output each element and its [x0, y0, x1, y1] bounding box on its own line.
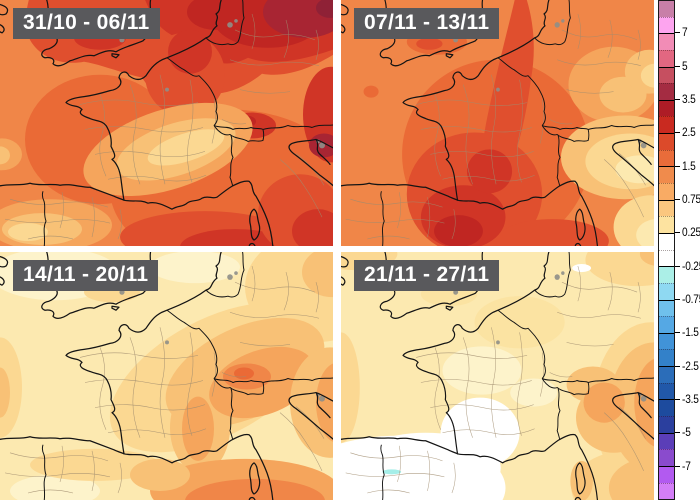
colorbar-segment [659, 66, 674, 84]
colorbar-segment [659, 83, 674, 100]
map-panel-week2: 07/11 - 13/11 [341, 0, 654, 246]
map-panel-week4: 21/11 - 27/11 [341, 252, 654, 500]
colorbar-segment [659, 116, 674, 134]
colorbar-segment [659, 332, 674, 350]
colorbar-segment [659, 382, 674, 400]
colorbar-segment [659, 216, 674, 233]
colorbar-segment [659, 183, 674, 200]
panel-date-label-week1: 31/10 - 06/11 [13, 8, 160, 40]
colorbar-segment [659, 449, 674, 466]
panel-date-label-week4: 21/11 - 27/11 [354, 260, 500, 292]
colorbar-segment [659, 366, 674, 383]
map-panel-week3: 14/11 - 20/11 [0, 252, 333, 500]
panel-date-label-week3: 14/11 - 20/11 [13, 260, 159, 292]
colorbar-segment [659, 432, 674, 450]
anomaly-map-week2 [341, 0, 654, 246]
map-panel-week1: 31/10 - 06/11 [0, 0, 333, 246]
colorbar-segment [659, 416, 674, 433]
colorbar-segment [659, 399, 674, 417]
anomaly-map-week4 [341, 252, 654, 500]
colorbar-segment [659, 299, 674, 317]
anomaly-field-week1 [0, 0, 333, 246]
colorbar-ticks: 753.52.51.50.750.25-0.25-0.75-1.5-2.5-3.… [675, 0, 700, 500]
colorbar-segment [659, 266, 674, 283]
colorbar-segment [659, 149, 674, 167]
colorbar-segment [659, 1, 674, 17]
colorbar-segment [659, 199, 674, 217]
colorbar-segment [659, 33, 674, 50]
anomaly-map-week1 [0, 0, 333, 246]
colorbar-segment [659, 16, 674, 34]
anomaly-colorbar: 753.52.51.50.750.25-0.25-0.75-1.5-2.5-3.… [658, 0, 700, 500]
colorbar-segment [659, 482, 674, 500]
colorbar-segment [659, 465, 674, 483]
colorbar-segment [659, 282, 674, 300]
anomaly-field-week2 [341, 0, 654, 246]
anomaly-field-week4 [341, 252, 654, 500]
colorbar-segment [659, 316, 674, 333]
colorbar-segment [659, 133, 674, 150]
colorbar-segment [659, 49, 674, 67]
colorbar-segments [658, 0, 675, 500]
colorbar-segment [659, 99, 674, 117]
panel-date-label-week2: 07/11 - 13/11 [354, 8, 500, 40]
colorbar-segment [659, 249, 674, 267]
colorbar-segment [659, 349, 674, 367]
colorbar-segment [659, 232, 674, 250]
colorbar-segment [659, 166, 674, 184]
